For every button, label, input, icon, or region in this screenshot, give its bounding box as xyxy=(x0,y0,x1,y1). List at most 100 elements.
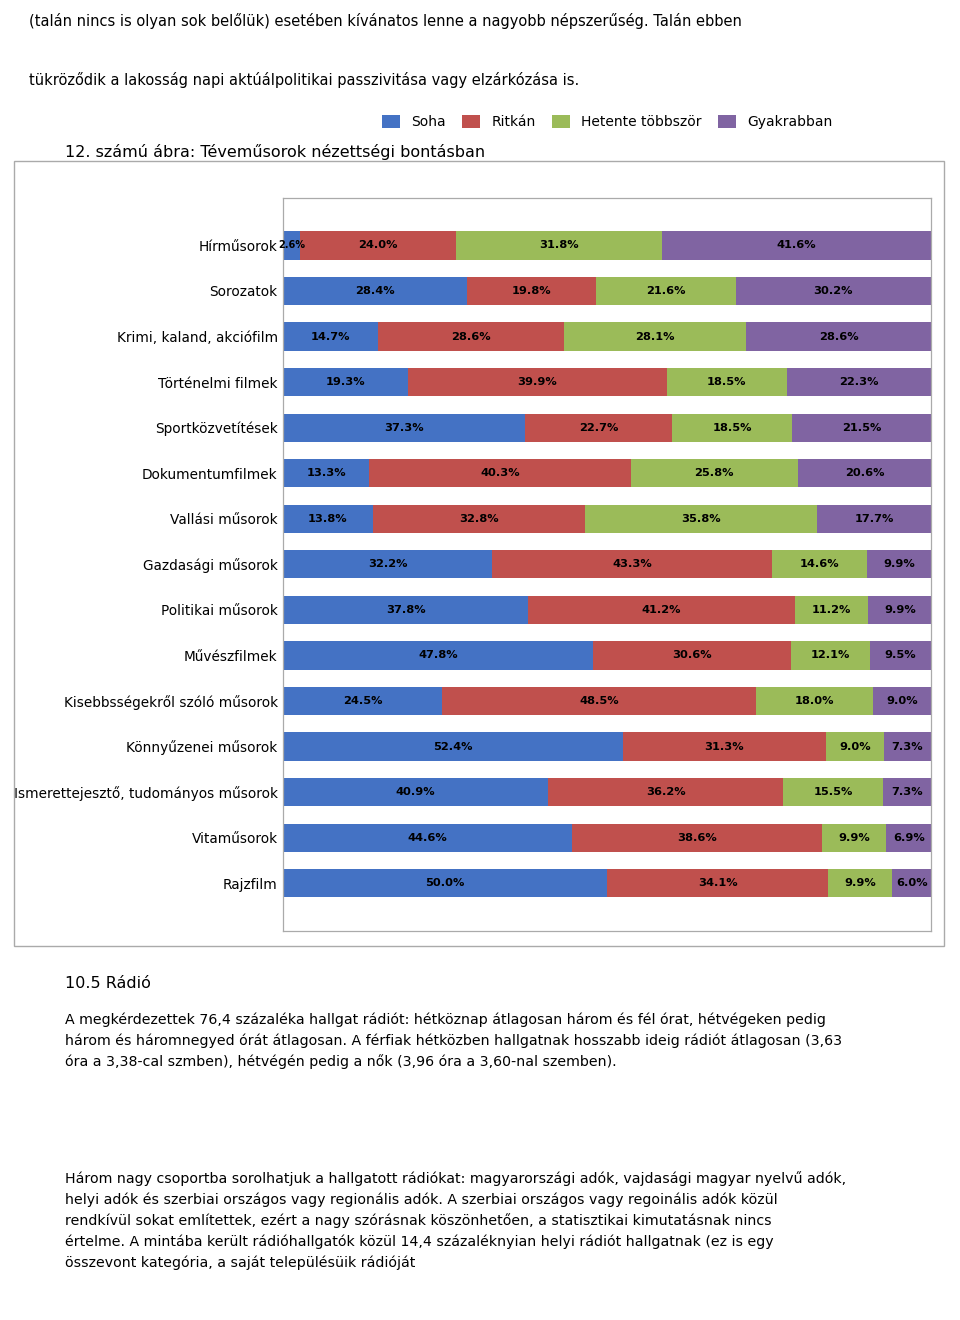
Text: 12. számú ábra: Téveműsorok nézettségi bontásban: 12. számú ábra: Téveműsorok nézettségi b… xyxy=(65,144,485,160)
Text: 19.3%: 19.3% xyxy=(325,378,366,387)
Bar xyxy=(283,413,525,442)
Text: tükröződik a lakosság napi aktúálpolitikai passzivitása vagy elzárkózása is.: tükröződik a lakosság napi aktúálpolitik… xyxy=(29,71,579,87)
Text: 7.3%: 7.3% xyxy=(891,787,923,797)
Bar xyxy=(283,231,300,260)
Text: 48.5%: 48.5% xyxy=(579,696,619,706)
Bar xyxy=(442,686,756,715)
Text: 28.6%: 28.6% xyxy=(451,331,491,342)
Bar xyxy=(283,733,623,760)
Text: 43.3%: 43.3% xyxy=(612,560,652,569)
Bar xyxy=(773,550,867,578)
Text: A megkérdezettek 76,4 százaléka hallgat rádiót: hétköznap átlagosan három és fél: A megkérdezettek 76,4 százaléka hallgat … xyxy=(65,1012,842,1069)
Text: 52.4%: 52.4% xyxy=(433,742,472,751)
Bar xyxy=(892,869,931,898)
Bar xyxy=(883,777,930,807)
Bar xyxy=(868,595,932,624)
Text: 7.3%: 7.3% xyxy=(892,742,924,751)
Text: 24.5%: 24.5% xyxy=(343,696,382,706)
Text: 18.0%: 18.0% xyxy=(795,696,834,706)
Text: 14.6%: 14.6% xyxy=(800,560,840,569)
Bar xyxy=(735,277,931,305)
Bar xyxy=(667,368,786,396)
Text: 9.5%: 9.5% xyxy=(884,651,916,660)
Bar xyxy=(283,368,408,396)
Bar xyxy=(300,231,456,260)
Bar xyxy=(746,322,931,351)
Bar xyxy=(283,824,572,851)
Text: 47.8%: 47.8% xyxy=(419,651,458,660)
Bar xyxy=(828,869,892,898)
Text: 40.3%: 40.3% xyxy=(480,469,519,478)
Bar xyxy=(283,322,378,351)
Bar xyxy=(672,413,792,442)
Text: 38.6%: 38.6% xyxy=(678,833,717,842)
Text: (talán nincs is olyan sok belőlük) esetében kívánatos lenne a nagyobb népszerűsé: (talán nincs is olyan sok belőlük) eseté… xyxy=(29,13,742,29)
Text: 9.9%: 9.9% xyxy=(883,560,915,569)
Text: 17.7%: 17.7% xyxy=(854,513,894,524)
Bar xyxy=(782,777,883,807)
Text: 41.6%: 41.6% xyxy=(777,240,816,251)
Text: 20.6%: 20.6% xyxy=(845,469,884,478)
Text: 31.3%: 31.3% xyxy=(705,742,744,751)
Text: 9.9%: 9.9% xyxy=(845,878,876,888)
Bar xyxy=(548,777,782,807)
Text: 22.3%: 22.3% xyxy=(839,378,878,387)
Text: 22.7%: 22.7% xyxy=(579,422,618,433)
Bar xyxy=(283,686,442,715)
Text: 32.2%: 32.2% xyxy=(368,560,407,569)
Bar xyxy=(283,595,528,624)
Bar xyxy=(525,413,672,442)
Bar xyxy=(756,686,873,715)
Text: 32.8%: 32.8% xyxy=(459,513,498,524)
Bar xyxy=(884,733,931,760)
Bar xyxy=(795,595,868,624)
Bar xyxy=(408,368,667,396)
Text: 12.1%: 12.1% xyxy=(811,651,851,660)
Bar xyxy=(873,686,931,715)
Bar xyxy=(283,459,370,487)
Bar xyxy=(661,231,931,260)
Bar xyxy=(372,504,586,533)
Text: 13.8%: 13.8% xyxy=(308,513,348,524)
Bar xyxy=(823,824,886,851)
Text: 28.1%: 28.1% xyxy=(636,331,675,342)
Text: 41.2%: 41.2% xyxy=(642,605,682,615)
Bar xyxy=(623,733,826,760)
Bar xyxy=(791,642,870,669)
Bar xyxy=(786,368,931,396)
Text: 10.5 Rádió: 10.5 Rádió xyxy=(65,975,151,991)
Bar xyxy=(564,322,746,351)
Text: 6.0%: 6.0% xyxy=(896,878,927,888)
Bar xyxy=(283,504,372,533)
Text: 30.2%: 30.2% xyxy=(814,286,853,296)
Bar xyxy=(593,642,791,669)
Text: 39.9%: 39.9% xyxy=(517,378,558,387)
Text: 18.5%: 18.5% xyxy=(712,422,752,433)
Text: 19.8%: 19.8% xyxy=(512,286,551,296)
Text: 28.4%: 28.4% xyxy=(355,286,395,296)
Text: 30.6%: 30.6% xyxy=(672,651,712,660)
Bar xyxy=(456,231,661,260)
Bar xyxy=(886,824,931,851)
Text: 14.7%: 14.7% xyxy=(311,331,350,342)
Bar xyxy=(468,277,595,305)
Bar xyxy=(798,459,931,487)
Bar xyxy=(595,277,735,305)
Text: 37.8%: 37.8% xyxy=(386,605,425,615)
Bar xyxy=(283,777,548,807)
Text: 31.8%: 31.8% xyxy=(539,240,579,251)
Text: 21.5%: 21.5% xyxy=(842,422,881,433)
Text: 35.8%: 35.8% xyxy=(682,513,721,524)
Text: 6.9%: 6.9% xyxy=(893,833,924,842)
Bar xyxy=(586,504,817,533)
Text: 15.5%: 15.5% xyxy=(813,787,852,797)
Bar xyxy=(528,595,795,624)
Text: 11.2%: 11.2% xyxy=(812,605,852,615)
Legend: Soha, Ritkán, Hetente többször, Gyakrabban: Soha, Ritkán, Hetente többször, Gyakrabb… xyxy=(376,110,838,135)
Bar xyxy=(370,459,631,487)
Bar xyxy=(817,504,932,533)
Bar xyxy=(283,642,593,669)
Text: 9.9%: 9.9% xyxy=(838,833,871,842)
Bar xyxy=(608,869,828,898)
Bar xyxy=(283,277,468,305)
